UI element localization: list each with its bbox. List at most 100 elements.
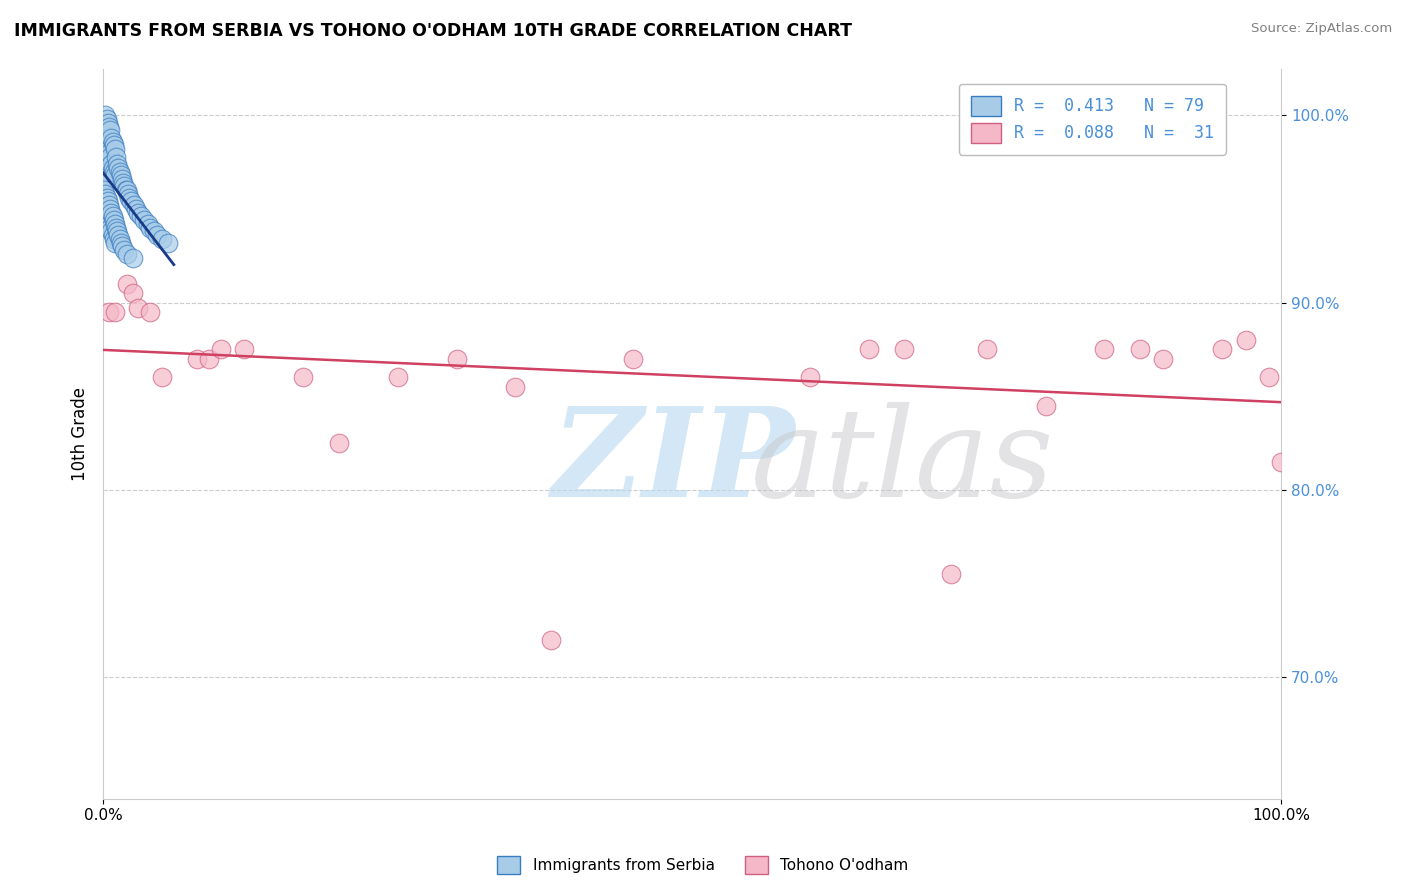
- Point: [104, 217, 127, 231]
- Text: Source: ZipAtlas.com: Source: ZipAtlas.com: [1251, 22, 1392, 36]
- Point: [94, 186, 117, 201]
- Point: [115, 277, 138, 291]
- Point: [112, 176, 135, 190]
- Point: [127, 205, 149, 219]
- Point: [156, 235, 179, 250]
- Point: [97, 194, 120, 209]
- Text: atlas: atlas: [751, 402, 1054, 524]
- Point: [105, 149, 128, 163]
- Point: [94, 108, 117, 122]
- Point: [1270, 455, 1292, 469]
- Point: [103, 138, 125, 153]
- Point: [1211, 343, 1233, 357]
- Point: [976, 343, 998, 357]
- Point: [100, 205, 122, 219]
- Point: [139, 305, 162, 319]
- Point: [150, 370, 173, 384]
- Point: [446, 351, 468, 366]
- Point: [107, 161, 129, 175]
- Point: [98, 198, 121, 212]
- Point: [100, 224, 122, 238]
- Point: [115, 247, 138, 261]
- Point: [97, 142, 120, 156]
- Point: [94, 205, 117, 219]
- Point: [94, 127, 117, 141]
- Point: [100, 157, 122, 171]
- Point: [94, 174, 117, 188]
- Point: [117, 186, 139, 201]
- Point: [101, 210, 124, 224]
- Point: [387, 370, 409, 384]
- Point: [121, 251, 143, 265]
- Point: [110, 235, 132, 250]
- Point: [1152, 351, 1174, 366]
- Point: [98, 145, 121, 160]
- Point: [96, 112, 118, 126]
- Point: [136, 217, 159, 231]
- Point: [101, 135, 124, 149]
- Point: [112, 179, 135, 194]
- Point: [122, 198, 145, 212]
- Point: [101, 161, 124, 175]
- Point: [1129, 343, 1152, 357]
- Point: [111, 172, 134, 186]
- Point: [292, 370, 315, 384]
- Legend: Immigrants from Serbia, Tohono O'odham: Immigrants from Serbia, Tohono O'odham: [491, 850, 915, 880]
- Point: [127, 301, 149, 316]
- Point: [198, 351, 221, 366]
- Point: [129, 210, 152, 224]
- Point: [858, 343, 880, 357]
- Point: [114, 183, 136, 197]
- Point: [93, 155, 115, 169]
- Point: [104, 305, 127, 319]
- Point: [1258, 370, 1281, 384]
- Point: [115, 183, 138, 197]
- Point: [142, 224, 165, 238]
- Point: [125, 202, 148, 216]
- Point: [105, 157, 128, 171]
- Point: [104, 142, 127, 156]
- Text: IMMIGRANTS FROM SERBIA VS TOHONO O'ODHAM 10TH GRADE CORRELATION CHART: IMMIGRANTS FROM SERBIA VS TOHONO O'ODHAM…: [14, 22, 852, 40]
- Point: [1234, 333, 1257, 347]
- Point: [1092, 343, 1115, 357]
- Point: [105, 220, 128, 235]
- Point: [103, 164, 125, 178]
- Point: [96, 191, 118, 205]
- Point: [941, 567, 963, 582]
- Point: [110, 168, 132, 182]
- Point: [104, 168, 127, 182]
- Point: [100, 130, 122, 145]
- Point: [108, 232, 131, 246]
- Point: [93, 118, 115, 132]
- Point: [101, 228, 124, 243]
- Point: [108, 164, 131, 178]
- Point: [111, 239, 134, 253]
- Point: [93, 183, 115, 197]
- Point: [98, 123, 121, 137]
- Point: [98, 149, 121, 163]
- Point: [98, 305, 121, 319]
- Point: [120, 194, 142, 209]
- Point: [96, 210, 118, 224]
- Point: [139, 220, 162, 235]
- Point: [105, 224, 128, 238]
- Point: [150, 232, 173, 246]
- Point: [97, 213, 120, 227]
- Point: [799, 370, 821, 384]
- Point: [98, 202, 121, 216]
- Point: [96, 130, 118, 145]
- Point: [505, 380, 527, 394]
- Point: [1035, 399, 1057, 413]
- Point: [621, 351, 644, 366]
- Point: [93, 202, 115, 216]
- Point: [233, 343, 256, 357]
- Point: [98, 172, 121, 186]
- Point: [104, 235, 127, 250]
- Point: [98, 220, 121, 235]
- Point: [107, 228, 129, 243]
- Point: [103, 213, 125, 227]
- Text: ZIP: ZIP: [551, 402, 794, 524]
- Point: [93, 136, 115, 151]
- Legend: R =  0.413   N = 79, R =  0.088   N =  31: R = 0.413 N = 79, R = 0.088 N = 31: [959, 84, 1226, 155]
- Point: [94, 155, 117, 169]
